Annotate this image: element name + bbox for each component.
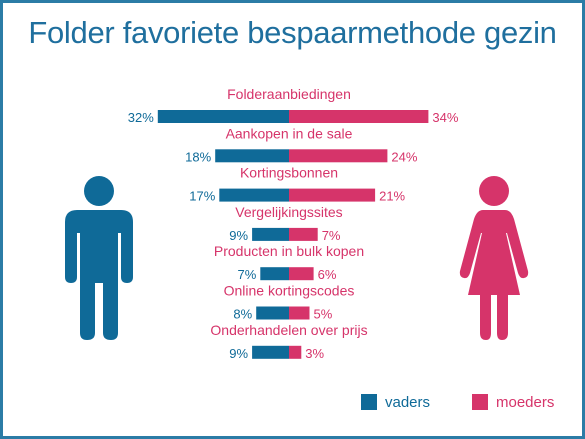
man-icon bbox=[65, 176, 133, 340]
value-label-vaders: 9% bbox=[229, 228, 248, 243]
category-label: Producten in bulk kopen bbox=[214, 243, 364, 259]
value-label-vaders: 32% bbox=[128, 110, 154, 125]
bar-moeders bbox=[289, 110, 429, 123]
category-label: Kortingsbonnen bbox=[240, 165, 338, 181]
value-label-moeders: 24% bbox=[391, 149, 417, 164]
bar-moeders bbox=[289, 267, 314, 281]
value-label-moeders: 6% bbox=[318, 267, 337, 282]
value-label-moeders: 7% bbox=[322, 228, 341, 243]
category-label: Vergelijkingssites bbox=[235, 204, 342, 220]
value-label-moeders: 21% bbox=[379, 189, 405, 204]
bar-moeders bbox=[289, 306, 310, 320]
bar-moeders bbox=[289, 149, 388, 163]
legend-swatch-vaders bbox=[361, 394, 377, 410]
bar-vaders bbox=[256, 306, 289, 320]
category-label: Onderhandelen over prijs bbox=[210, 322, 367, 338]
category-label: Folderaanbiedingen bbox=[227, 86, 351, 102]
legend-label-moeders: moeders bbox=[496, 393, 555, 411]
legend-vaders: vaders bbox=[361, 392, 430, 412]
bar-vaders bbox=[219, 188, 289, 202]
legend-swatch-moeders bbox=[472, 394, 488, 410]
value-label-vaders: 7% bbox=[238, 267, 257, 282]
bar-moeders bbox=[289, 188, 376, 202]
legend-moeders: moeders bbox=[472, 392, 554, 412]
bar-moeders bbox=[289, 227, 318, 241]
category-label: Aankopen in de sale bbox=[226, 125, 353, 141]
bar-vaders bbox=[252, 345, 289, 359]
chart-title: Folder favoriete bespaarmethode gezin bbox=[28, 15, 557, 50]
diverging-bar-chart: Folderaanbiedingen 32% 34% Aankopen in de s… bbox=[128, 86, 459, 361]
bar-vaders bbox=[157, 110, 289, 123]
category-label: Online kortingscodes bbox=[224, 283, 355, 299]
value-label-moeders: 5% bbox=[314, 307, 333, 322]
bar-vaders bbox=[215, 149, 289, 163]
bar-moeders bbox=[289, 345, 302, 359]
legend-label-vaders: vaders bbox=[385, 393, 431, 411]
value-label-vaders: 18% bbox=[185, 149, 211, 164]
value-label-vaders: 8% bbox=[233, 307, 252, 322]
bar-vaders bbox=[260, 267, 289, 281]
value-label-moeders: 3% bbox=[305, 346, 324, 361]
value-label-vaders: 9% bbox=[229, 346, 248, 361]
value-label-vaders: 17% bbox=[189, 189, 215, 204]
woman-icon bbox=[459, 176, 529, 340]
bar-vaders bbox=[252, 227, 289, 241]
value-label-moeders: 34% bbox=[432, 110, 458, 125]
